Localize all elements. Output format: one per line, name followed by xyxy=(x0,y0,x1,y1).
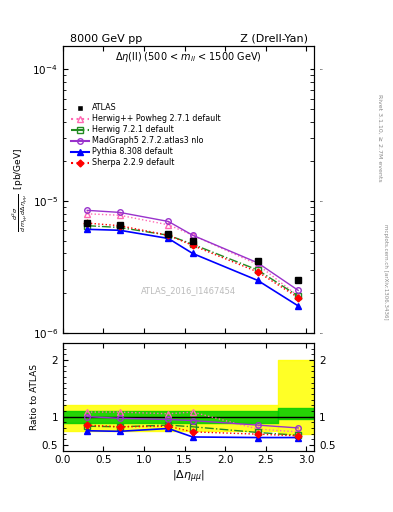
Text: Rivet 3.1.10, ≥ 2.7M events: Rivet 3.1.10, ≥ 2.7M events xyxy=(377,94,382,182)
Y-axis label: Ratio to ATLAS: Ratio to ATLAS xyxy=(30,364,39,430)
Text: ATLAS_2016_I1467454: ATLAS_2016_I1467454 xyxy=(141,287,236,295)
Text: mcplots.cern.ch [arXiv:1306.3436]: mcplots.cern.ch [arXiv:1306.3436] xyxy=(384,224,388,319)
Legend: ATLAS, Herwig++ Powheg 2.7.1 default, Herwig 7.2.1 default, MadGraph5 2.7.2.atla: ATLAS, Herwig++ Powheg 2.7.1 default, He… xyxy=(70,102,222,169)
X-axis label: $|\Delta\eta_{\mu\mu}|$: $|\Delta\eta_{\mu\mu}|$ xyxy=(172,468,205,484)
Title: 8000 GeV pp                            Z (Drell-Yan): 8000 GeV pp Z (Drell-Yan) xyxy=(70,34,308,44)
Text: $\Delta\eta$(ll) (500 < $m_{ll}$ < 1500 GeV): $\Delta\eta$(ll) (500 < $m_{ll}$ < 1500 … xyxy=(115,50,262,65)
Y-axis label: $\frac{d^2\sigma}{d\,m_{\mu\mu}\,d\Delta\eta_{\mu\mu}}$  [pb/GeV]: $\frac{d^2\sigma}{d\,m_{\mu\mu}\,d\Delta… xyxy=(10,147,29,231)
